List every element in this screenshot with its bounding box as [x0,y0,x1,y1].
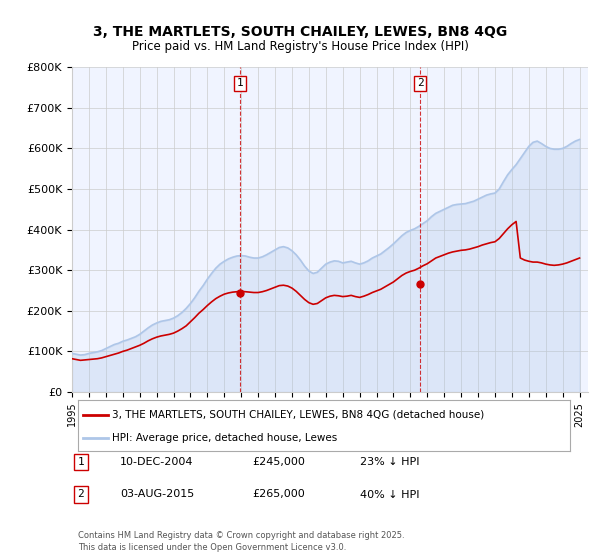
Text: 3, THE MARTLETS, SOUTH CHAILEY, LEWES, BN8 4QG: 3, THE MARTLETS, SOUTH CHAILEY, LEWES, B… [93,25,507,39]
Text: 10-DEC-2004: 10-DEC-2004 [120,457,193,467]
Text: 2: 2 [417,78,424,88]
Text: 03-AUG-2015: 03-AUG-2015 [120,489,194,500]
Text: £265,000: £265,000 [252,489,305,500]
Text: 23% ↓ HPI: 23% ↓ HPI [360,457,419,467]
Text: Price paid vs. HM Land Registry's House Price Index (HPI): Price paid vs. HM Land Registry's House … [131,40,469,53]
Text: £245,000: £245,000 [252,457,305,467]
Text: 3, THE MARTLETS, SOUTH CHAILEY, LEWES, BN8 4QG (detached house): 3, THE MARTLETS, SOUTH CHAILEY, LEWES, B… [112,409,485,419]
Text: 2: 2 [77,489,85,500]
Text: HPI: Average price, detached house, Lewes: HPI: Average price, detached house, Lewe… [112,433,338,443]
Text: 1: 1 [237,78,244,88]
Text: 1: 1 [77,457,85,467]
Text: 40% ↓ HPI: 40% ↓ HPI [360,489,419,500]
Text: Contains HM Land Registry data © Crown copyright and database right 2025.
This d: Contains HM Land Registry data © Crown c… [78,531,404,552]
